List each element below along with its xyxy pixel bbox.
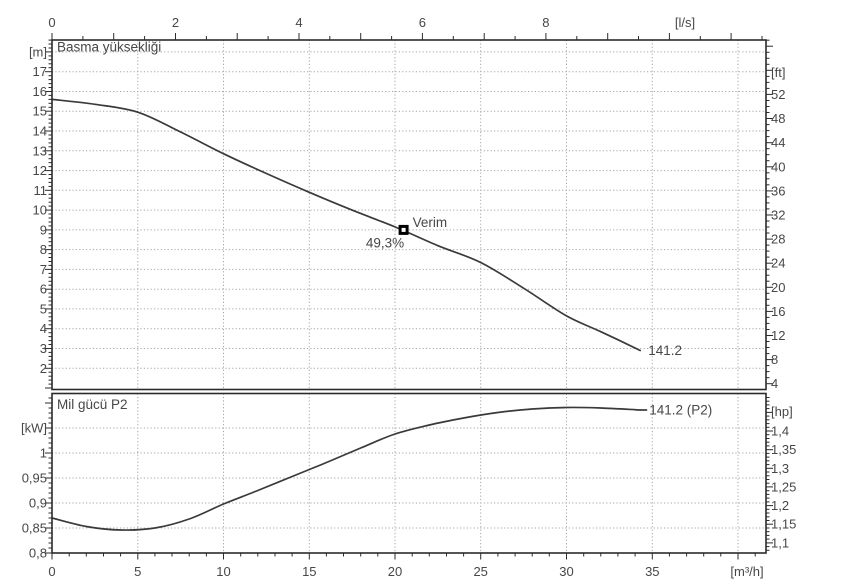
unit-label-m3h: [m³/h] [730, 564, 763, 579]
tick-label-m-7: 7 [40, 262, 47, 277]
tick-label-ft-24: 24 [771, 256, 785, 271]
tick-label-m3h-5: 5 [134, 564, 141, 579]
tick-label-kw-0,9: 0,9 [29, 496, 47, 511]
right-axis-ticks-hp [766, 397, 773, 551]
left-axis-ticks-kw [45, 397, 52, 554]
tick-label-ls-4: 4 [295, 15, 302, 30]
tick-label-ls-8: 8 [542, 15, 549, 30]
efficiency-value: 49,3% [366, 235, 404, 250]
power-curve-label: 141.2 (P2) [649, 403, 712, 418]
tick-label-m3h-20: 20 [388, 564, 402, 579]
tick-label-ft-40: 40 [771, 159, 785, 174]
tick-label-m-13: 13 [33, 143, 47, 158]
tick-label-hp-1,15: 1,15 [771, 517, 796, 532]
tick-label-m-12: 12 [33, 163, 47, 178]
tick-label-m3h-35: 35 [645, 564, 659, 579]
tick-label-m-10: 10 [33, 203, 47, 218]
tick-label-hp-1,1: 1,1 [771, 535, 789, 550]
left-axis-labels-kw: [kW] 1 0,95 0,9 0,85 0,8 [21, 421, 47, 561]
tick-label-hp-1,2: 1,2 [771, 498, 789, 513]
tick-label-ft-12: 12 [771, 328, 785, 343]
head-curve-label: 141.2 [648, 343, 682, 358]
tick-label-m-16: 16 [33, 84, 47, 99]
tick-label-ls-6: 6 [419, 15, 426, 30]
tick-label-hp-1,3: 1,3 [771, 461, 789, 476]
top-axis-labels: 0 2 4 6 8 [l/s] [48, 15, 695, 30]
duty-point-marker-hole [401, 227, 406, 232]
top-axis-ticks-ls [51, 33, 763, 40]
bottom-axis-ticks-m3h [51, 553, 756, 560]
tick-label-ft-44: 44 [771, 135, 785, 150]
tick-label-m-14: 14 [33, 124, 47, 139]
tick-label-ft-16: 16 [771, 304, 785, 319]
tick-label-hp-1,4: 1,4 [771, 424, 789, 439]
left-axis-ticks-m [45, 39, 52, 389]
duty-point: Verim 49,3% [366, 215, 447, 251]
duty-point-label: Verim [413, 215, 448, 230]
tick-label-ft-36: 36 [771, 183, 785, 198]
tick-label-m3h-25: 25 [473, 564, 487, 579]
unit-label-hp: [hp] [771, 404, 793, 419]
head-curve-141-2[interactable] [51, 98, 642, 352]
bottom-axis-labels: 0 5 10 15 20 25 30 35 [m³/h] [48, 564, 763, 579]
tick-label-kw-0,95: 0,95 [22, 471, 47, 486]
right-axis-ticks-ft [766, 39, 773, 385]
tick-label-m-11: 11 [34, 183, 48, 198]
tick-label-ft-48: 48 [771, 111, 785, 126]
head-chart-gridlines [52, 40, 766, 390]
tick-label-ft-28: 28 [771, 232, 785, 247]
tick-label-kw-0,85: 0,85 [22, 521, 47, 536]
left-axis-labels-m: [m] 17 16 15 14 13 12 11 10 9 8 7 6 5 4 3 2 [29, 44, 47, 375]
tick-label-ft-4: 4 [771, 376, 778, 391]
unit-label-kw: [kW] [21, 421, 47, 436]
power-chart-title: Mil gücü P2 [57, 397, 128, 412]
tick-label-ft-20: 20 [771, 280, 785, 295]
tick-label-m3h-10: 10 [216, 564, 230, 579]
right-axis-labels-ft: [ft] 52 48 44 40 36 32 28 24 20 16 12 8 4 [771, 65, 785, 391]
head-chart-title: Basma yüksekliği [57, 40, 161, 55]
unit-label-ft: [ft] [771, 65, 785, 80]
right-axis-labels-hp: [hp] 1,4 1,35 1,3 1,25 1,2 1,15 1,1 [771, 404, 796, 550]
power-chart-gridlines [52, 393, 766, 553]
unit-label-m: [m] [29, 44, 47, 59]
tick-label-m-15: 15 [33, 104, 47, 119]
tick-label-m-6: 6 [40, 282, 47, 297]
tick-label-hp-1,35: 1,35 [771, 442, 796, 457]
head-chart-border [51, 39, 767, 391]
tick-label-m-9: 9 [40, 222, 47, 237]
tick-label-ls-0: 0 [48, 15, 55, 30]
tick-label-m3h-30: 30 [559, 564, 573, 579]
tick-label-m3h-15: 15 [302, 564, 316, 579]
tick-label-ls-2: 2 [172, 15, 179, 30]
tick-label-ft-32: 32 [771, 208, 785, 223]
tick-label-ft-52: 52 [771, 87, 785, 102]
unit-label-ls: [l/s] [675, 15, 695, 30]
tick-label-m3h-0: 0 [48, 564, 55, 579]
tick-label-kw-1: 1 [40, 446, 47, 461]
tick-label-m-3: 3 [40, 341, 47, 356]
power-curve-141-2-p2[interactable] [51, 406, 642, 531]
tick-label-m-5: 5 [40, 301, 47, 316]
tick-label-m-2: 2 [40, 361, 47, 376]
tick-label-m-17: 17 [33, 64, 47, 79]
tick-label-hp-1,25: 1,25 [771, 479, 796, 494]
tick-label-ft-8: 8 [771, 352, 778, 367]
tick-label-kw-0,8: 0,8 [29, 546, 47, 561]
tick-label-m-4: 4 [40, 321, 47, 336]
tick-label-m-8: 8 [40, 242, 47, 257]
